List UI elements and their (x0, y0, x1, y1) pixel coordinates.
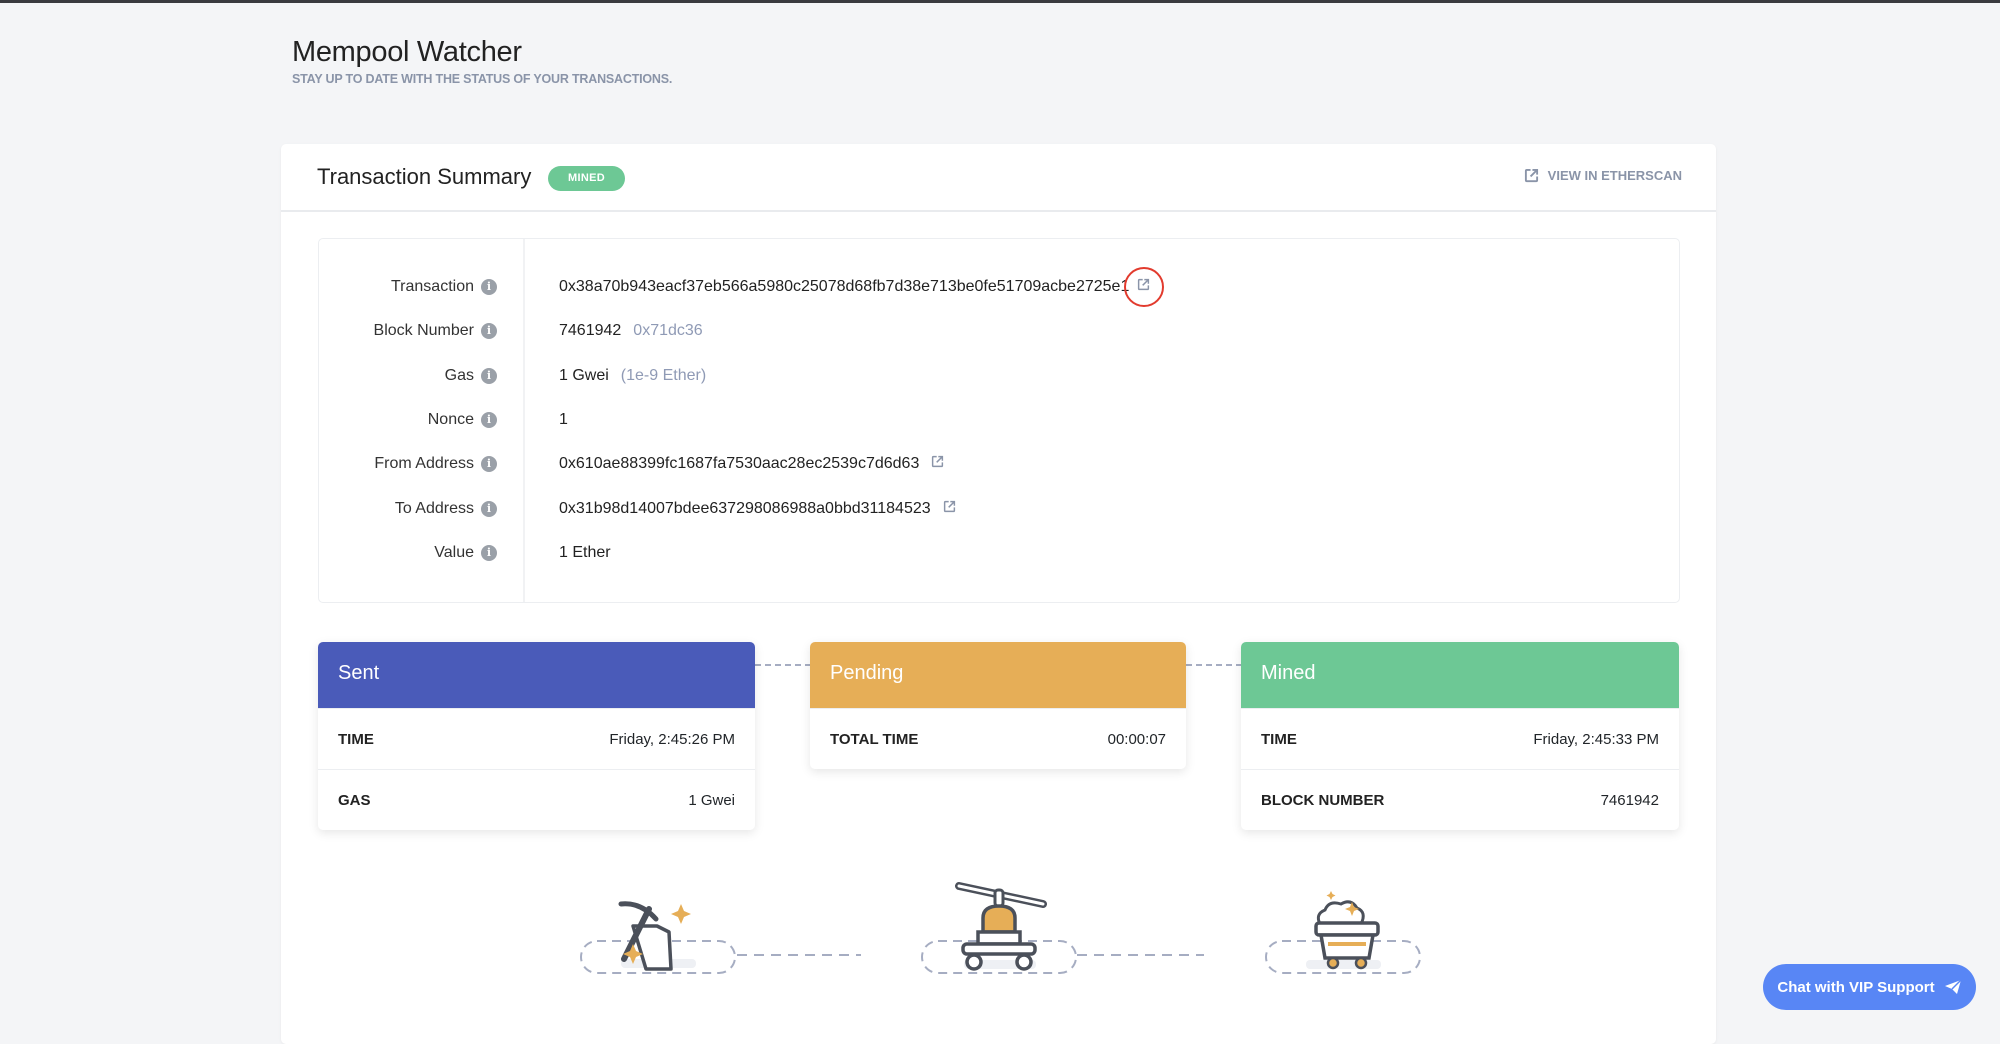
stage-row-value: Friday, 2:45:33 PM (1533, 730, 1659, 748)
stage-row-label: BLOCK NUMBER (1261, 791, 1385, 809)
info-icon[interactable]: i (481, 544, 497, 561)
value-text: 7461942 (559, 322, 622, 340)
label-text: Value (434, 543, 474, 561)
stage-title: Pending (810, 642, 1186, 708)
external-link-icon[interactable] (931, 455, 944, 473)
stage-row-value: Friday, 2:45:26 PM (609, 730, 735, 748)
info-icon[interactable]: i (481, 323, 497, 340)
app-subtitle: STAY UP TO DATE WITH THE STATUS OF YOUR … (292, 72, 673, 86)
detail-label: Block Number i (319, 322, 497, 340)
value-text: 0x610ae88399fc1687fa7530aac28ec2539c7d6d… (559, 455, 920, 473)
detail-row: Block Number i 7461942 0x71dc36 (319, 316, 1679, 346)
stage-row-value: 7461942 (1600, 791, 1659, 809)
detail-value: 7461942 0x71dc36 (559, 322, 703, 340)
stage-row-label: GAS (338, 791, 371, 809)
label-text: Block Number (373, 322, 474, 340)
transaction-summary-card: Transaction Summary MINED VIEW IN ETHERS… (281, 144, 1716, 1044)
stage-card-mined: Mined TIME Friday, 2:45:33 PM BLOCK NUMBER 7… (1241, 642, 1679, 830)
secondary-value: 0x71dc36 (633, 322, 703, 340)
detail-label: To Address i (319, 500, 497, 518)
info-icon[interactable]: i (481, 279, 497, 295)
connector-line (755, 664, 811, 666)
detail-row: From Address i 0x610ae88399fc1687fa7530aa… (319, 449, 1679, 479)
detail-label: From Address i (319, 455, 497, 473)
transaction-details: Transaction i 0x38a70b943eacf37eb566a5980… (318, 238, 1680, 603)
stage-illustrations (580, 882, 1421, 974)
label-text: Transaction (391, 278, 474, 295)
detail-row: Value i 1 Ether (319, 538, 1679, 568)
secondary-value: (1e-9 Ether) (620, 366, 707, 384)
stage-card-sent: Sent TIME Friday, 2:45:26 PM GAS 1 Gwei (318, 642, 755, 830)
highlight-ring (1124, 267, 1165, 307)
value-text: 1 Gwei (559, 366, 609, 384)
label-text: To Address (394, 499, 474, 517)
stage-title: Sent (318, 642, 755, 708)
app-title: Mempool Watcher (292, 36, 522, 68)
stage-row: TIME Friday, 2:45:33 PM (1241, 708, 1679, 769)
detail-row: Transaction i 0x38a70b943eacf37eb566a5980… (319, 267, 1679, 307)
detail-row: Gas i 1 Gwei (1e-9 Ether) (319, 361, 1679, 391)
value-text: 1 (559, 410, 568, 428)
top-bar (0, 0, 2000, 3)
stage-row: GAS 1 Gwei (318, 769, 755, 830)
detail-row: Nonce i 1 (319, 405, 1679, 435)
status-badge: MINED (548, 166, 625, 191)
detail-value: 0x31b98d14007bdee637298086988a0bbd311845… (559, 500, 956, 518)
detail-label: Value i (319, 544, 497, 562)
info-icon[interactable]: i (481, 500, 497, 517)
value-text: 1 Ether (559, 543, 611, 561)
stage-row-label: TIME (1261, 730, 1297, 748)
stage-row-value: 1 Gwei (688, 791, 735, 809)
external-link-icon[interactable] (943, 500, 956, 518)
detail-label: Nonce i (319, 411, 497, 429)
info-icon[interactable]: i (481, 456, 497, 473)
stage-title: Mined (1241, 642, 1679, 708)
pickaxe-icon (580, 901, 736, 974)
detail-value: 0x610ae88399fc1687fa7530aac28ec2539c7d6d… (559, 455, 944, 473)
info-icon[interactable]: i (481, 411, 497, 428)
mine-cart-icon (1265, 891, 1421, 974)
detail-value: 0x38a70b943eacf37eb566a5980c25078d68fb7d… (559, 267, 1165, 307)
summary-title: Transaction Summary (317, 164, 532, 189)
stage-row-label: TOTAL TIME (830, 730, 919, 748)
value-text: 0x31b98d14007bdee637298086988a0bbd311845… (559, 499, 931, 517)
card-header: Transaction Summary MINED VIEW IN ETHERS… (281, 144, 1716, 212)
stage-card-pending: Pending TOTAL TIME 00:00:07 (810, 642, 1186, 769)
stage-row-value: 00:00:07 (1107, 730, 1166, 748)
label-text: Nonce (427, 410, 474, 428)
detail-row: To Address i 0x31b98d14007bdee63729808698… (319, 494, 1679, 524)
view-in-etherscan-link[interactable]: VIEW IN ETHERSCAN (1524, 168, 1682, 183)
bell-cart-icon (921, 882, 1077, 974)
chat-button-label: Chat with VIP Support (1777, 978, 1935, 996)
chat-vip-support-button[interactable]: Chat with VIP Support (1763, 964, 1976, 1010)
detail-value: 1 (559, 411, 568, 429)
detail-label: Transaction i (319, 278, 497, 296)
label-text: From Address (374, 455, 474, 473)
detail-value: 1 Ether (559, 544, 611, 562)
label-text: Gas (444, 366, 474, 384)
stage-row-label: TIME (338, 730, 374, 748)
etherscan-label: VIEW IN ETHERSCAN (1547, 168, 1682, 183)
stage-row: TOTAL TIME 00:00:07 (810, 708, 1186, 769)
stage-row: BLOCK NUMBER 7461942 (1241, 769, 1679, 830)
value-text: 0x38a70b943eacf37eb566a5980c25078d68fb7d… (559, 278, 1130, 295)
external-link-icon (1524, 168, 1538, 183)
connector-line (1186, 664, 1242, 666)
detail-value: 1 Gwei (1e-9 Ether) (559, 367, 706, 385)
detail-label: Gas i (319, 367, 497, 385)
info-icon[interactable]: i (481, 367, 497, 384)
stage-row: TIME Friday, 2:45:26 PM (318, 708, 755, 769)
paper-plane-icon (1944, 979, 1962, 994)
column-divider (523, 239, 525, 602)
